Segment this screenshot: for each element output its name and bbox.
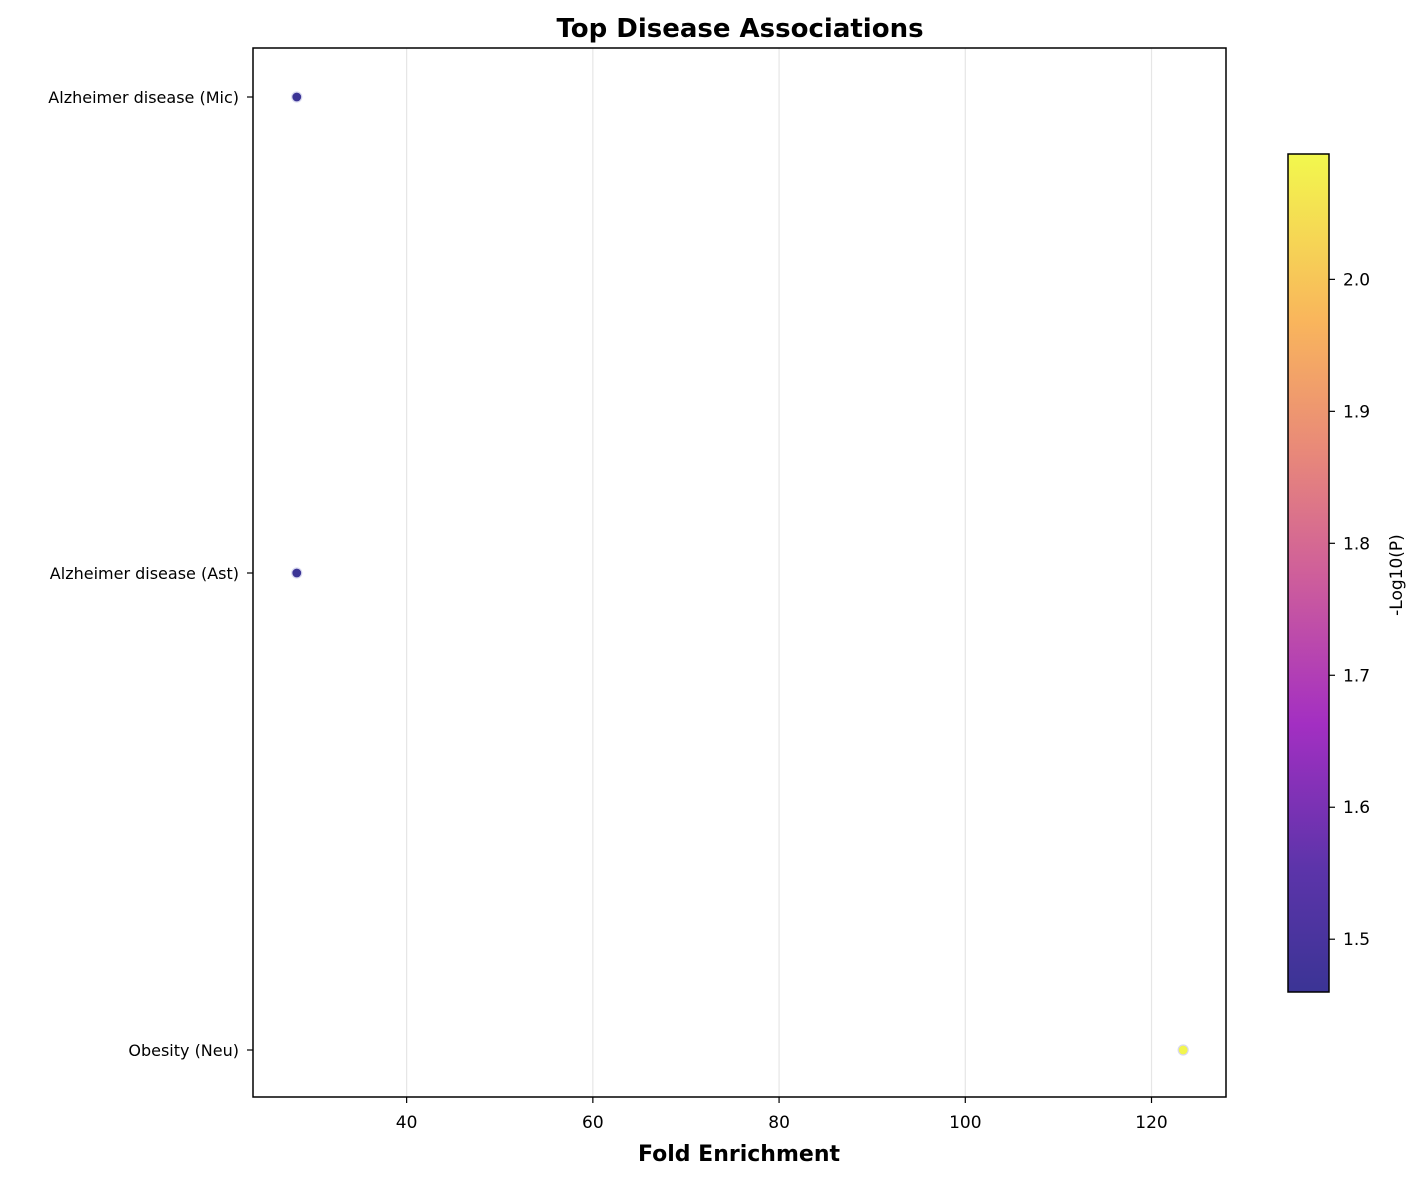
x-tick-label: 100 [949,1113,981,1133]
scatter-point [291,567,303,579]
scatter-point [1177,1044,1189,1056]
colorbar: 1.5 1.6 1.7 1.8 1.9 2.0 -Log10(P) [1287,153,1407,993]
colorbar-tick-label: 1.6 [1343,798,1370,818]
colorbar-tick-label: 1.7 [1343,666,1370,686]
chart-title: Top Disease Associations [556,14,923,44]
y-tick-label: Alzheimer disease (Ast) [50,564,239,583]
colorbar-tick-label: 1.8 [1343,534,1370,554]
y-axis: Alzheimer disease (Mic) Alzheimer disease… [48,88,253,1060]
x-tick-label: 120 [1135,1113,1167,1133]
scatter-points [291,91,1189,1056]
colorbar-ticks: 1.5 1.6 1.7 1.8 1.9 2.0 [1329,270,1370,950]
colorbar-tick-label: 2.0 [1343,270,1370,290]
y-tick-label: Alzheimer disease (Mic) [48,88,239,107]
grid-lines [406,48,1153,1097]
scatter-point [291,91,303,103]
colorbar-tick-label: 1.5 [1343,930,1370,950]
colorbar-tick-label: 1.9 [1343,402,1370,422]
x-tick-label: 60 [582,1113,604,1133]
x-tick-label: 80 [768,1113,790,1133]
x-axis-label: Fold Enrichment [638,1142,840,1167]
x-tick-label: 40 [396,1113,418,1133]
colorbar-label: -Log10(P) [1387,534,1407,616]
colorbar-gradient [1287,153,1330,993]
y-tick-label: Obesity (Neu) [128,1041,239,1060]
x-axis: 40 60 80 100 120 [396,1097,1168,1133]
plot-frame [252,47,1227,1098]
